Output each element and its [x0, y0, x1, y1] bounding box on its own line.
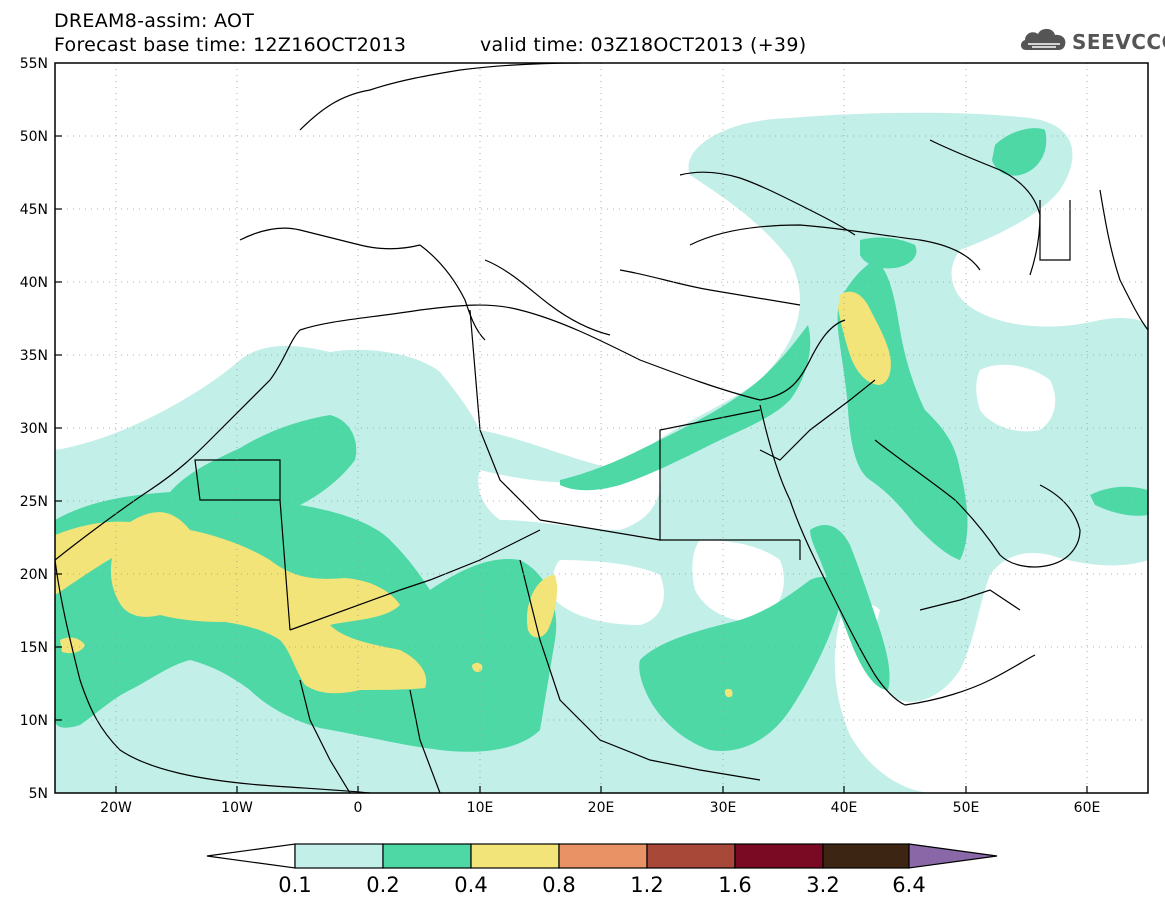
- coastlines-borders: [55, 63, 1148, 793]
- colorbar-under-arrow: [206, 843, 296, 869]
- lat-label-10n: 10N: [20, 713, 48, 729]
- lat-label-40n: 40N: [20, 275, 48, 291]
- lon-label-0: 0: [354, 800, 363, 816]
- lat-label-55n: 55N: [20, 56, 48, 72]
- lat-label-45n: 45N: [20, 202, 48, 218]
- lon-labels: 20W 10W 0 10E 20E 30E 40E 50E 60E: [100, 800, 1100, 816]
- colorbar-label-0.2: 0.2: [366, 873, 399, 897]
- colorbar-label-0.1: 0.1: [278, 873, 311, 897]
- colorbar: [206, 843, 998, 869]
- colorbar-bin-1.6-3.2: [734, 843, 824, 869]
- lat-label-5n: 5N: [29, 786, 48, 802]
- colorbar-label-3.2: 3.2: [806, 873, 839, 897]
- map-title: DREAM8-assim: AOT: [54, 10, 255, 32]
- lon-label-10w: 10W: [221, 800, 253, 816]
- colorbar-bin-1.2-1.6: [646, 843, 736, 869]
- colorbar-bin-0.8-1.2: [558, 843, 648, 869]
- lon-label-20e: 20E: [588, 800, 615, 816]
- colorbar-label-1.6: 1.6: [718, 873, 751, 897]
- cloud-icon: [1020, 28, 1066, 50]
- lon-label-10e: 10E: [467, 800, 494, 816]
- colorbar-bin-3.2-6.4: [822, 843, 910, 869]
- lat-label-15n: 15N: [20, 640, 48, 656]
- aot-level-0.1: [55, 112, 1148, 793]
- forecast-base-time: Forecast base time: 12Z16OCT2013: [54, 34, 407, 56]
- aot-level-0.4: [55, 291, 891, 698]
- axis-ticks: [55, 135, 1088, 793]
- lat-label-30n: 30N: [20, 421, 48, 437]
- aot-contours: [55, 112, 1148, 793]
- colorbar-label-6.4: 6.4: [892, 873, 925, 897]
- lon-label-30e: 30E: [710, 800, 737, 816]
- valid-time: valid time: 03Z18OCT2013 (+39): [480, 34, 807, 56]
- lat-lon-grid: [55, 63, 1148, 793]
- colorbar-bin-0.1-0.2: [294, 843, 384, 869]
- colorbar-label-0.8: 0.8: [542, 873, 575, 897]
- colorbar-labels: 0.1 0.2 0.4 0.8 1.2 1.6 3.2 6.4: [278, 873, 925, 897]
- lat-labels: 5N 10N 15N 20N 25N 30N 35N 40N 45N 50N 5…: [20, 56, 48, 802]
- lat-label-20n: 20N: [20, 567, 48, 583]
- lon-label-50e: 50E: [953, 800, 980, 816]
- colorbar-label-0.4: 0.4: [454, 873, 487, 897]
- colorbar-bin-0.2-0.4: [382, 843, 472, 869]
- lon-label-60e: 60E: [1074, 800, 1101, 816]
- lon-label-20w: 20W: [100, 800, 132, 816]
- colorbar-over-arrow: [908, 843, 998, 869]
- lat-label-25n: 25N: [20, 494, 48, 510]
- colorbar-bin-0.4-0.8: [470, 843, 560, 869]
- lat-label-35n: 35N: [20, 348, 48, 364]
- lon-label-40e: 40E: [831, 800, 858, 816]
- lat-label-50n: 50N: [20, 129, 48, 145]
- logo-text: SEEVCCC: [1072, 30, 1165, 54]
- colorbar-label-1.2: 1.2: [630, 873, 663, 897]
